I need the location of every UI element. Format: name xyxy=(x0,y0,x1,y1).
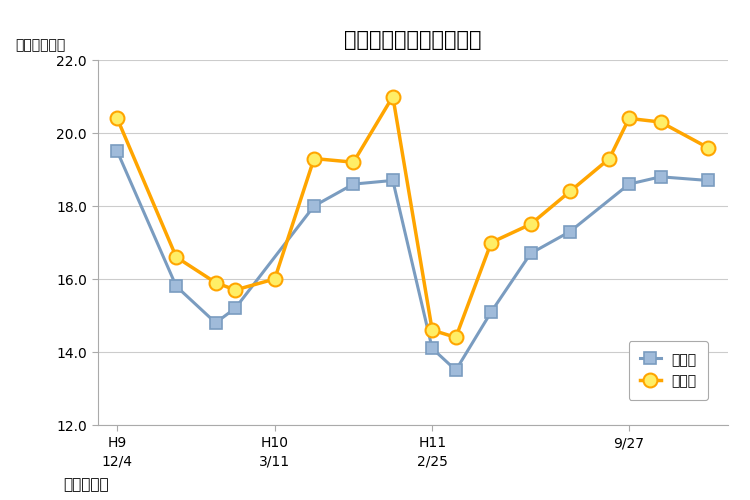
竹炭区 xyxy=(452,368,460,374)
対象区 xyxy=(452,334,460,340)
対象区 xyxy=(427,327,436,333)
竹炭区 xyxy=(231,305,240,311)
竹炭区 xyxy=(625,181,634,187)
竹炭区 xyxy=(211,320,220,326)
対象区 xyxy=(112,116,122,121)
竹炭区 xyxy=(487,309,496,315)
対象区 xyxy=(172,254,181,260)
竹炭区 xyxy=(349,181,358,187)
Text: 含水率（％）: 含水率（％） xyxy=(16,38,66,52)
竹炭区 xyxy=(112,148,122,154)
対象区 xyxy=(349,159,358,165)
Line: 竹炭区: 竹炭区 xyxy=(112,146,713,376)
竹炭区 xyxy=(704,178,712,184)
竹炭区 xyxy=(656,174,665,180)
竹炭区 xyxy=(388,178,398,184)
対象区 xyxy=(231,287,240,293)
対象区 xyxy=(604,156,613,162)
竹炭区 xyxy=(172,284,181,290)
対象区 xyxy=(704,144,712,150)
対象区 xyxy=(566,188,574,194)
Text: 測定年月日: 測定年月日 xyxy=(64,478,110,492)
Title: 床下正角材含水率の推移: 床下正角材含水率の推移 xyxy=(344,30,482,50)
竹炭区 xyxy=(526,250,536,256)
対象区 xyxy=(625,116,634,121)
対象区 xyxy=(211,280,220,285)
対象区 xyxy=(487,240,496,246)
Legend: 竹炭区, 対象区: 竹炭区, 対象区 xyxy=(628,341,708,400)
対象区 xyxy=(310,156,319,162)
竹炭区 xyxy=(427,346,436,352)
竹炭区 xyxy=(310,203,319,209)
対象区 xyxy=(656,119,665,125)
対象区 xyxy=(388,94,398,100)
対象区 xyxy=(526,222,536,228)
Line: 対象区: 対象区 xyxy=(110,90,715,344)
対象区 xyxy=(270,276,279,282)
竹炭区 xyxy=(566,228,574,234)
